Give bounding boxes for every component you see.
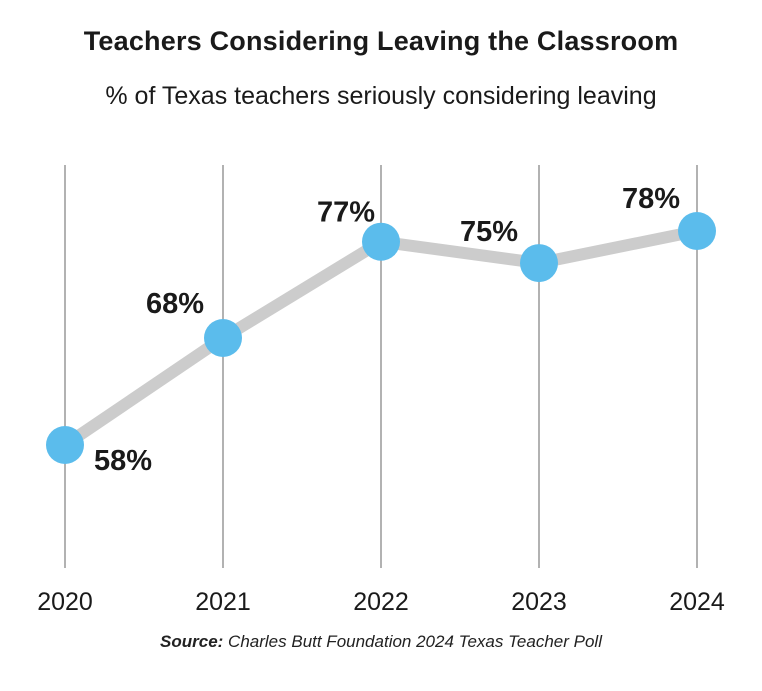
source-text: Charles Butt Foundation 2024 Texas Teach… [228, 632, 602, 651]
chart-title: Teachers Considering Leaving the Classro… [83, 26, 679, 56]
x-tick-2021: 2021 [195, 588, 251, 616]
data-point-2022 [362, 222, 400, 261]
data-label-2024: 78% [622, 183, 680, 215]
chart-subtitle: % of Texas teachers seriously considerin… [105, 82, 657, 110]
data-point-2024 [678, 212, 716, 250]
x-tick-2022: 2022 [353, 588, 409, 616]
data-label-2022: 77% [317, 197, 375, 229]
data-label-2023: 75% [460, 216, 518, 248]
data-label-2021: 68% [146, 288, 204, 320]
source-label: Source: [160, 632, 224, 651]
data-labels: 58% 68% 77% 75% 78% [94, 183, 680, 477]
x-tick-2023: 2023 [511, 588, 567, 616]
x-tick-2024: 2024 [669, 588, 725, 616]
data-point-2023 [520, 244, 558, 283]
x-axis-ticks: 2020 2021 2022 2023 2024 [37, 588, 725, 616]
data-points [46, 212, 716, 464]
data-label-2020: 58% [94, 445, 152, 477]
data-point-2021 [204, 319, 242, 357]
data-point-2020 [46, 426, 84, 464]
source-note: Source: Charles Butt Foundation 2024 Tex… [0, 632, 762, 652]
x-tick-2020: 2020 [37, 588, 93, 616]
